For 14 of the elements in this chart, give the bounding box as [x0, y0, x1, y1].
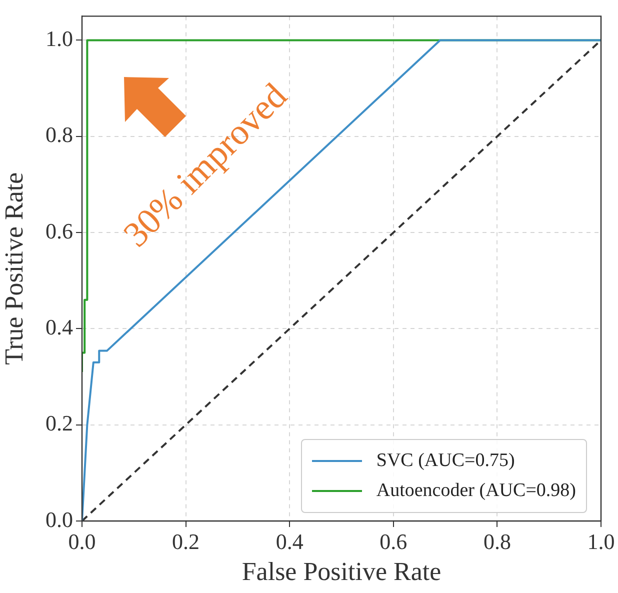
legend-label: Autoencoder (AUC=0.98): [376, 479, 576, 503]
y-tick-label: 0.8: [46, 122, 73, 148]
x-tick-label: 0.6: [380, 528, 408, 554]
y-axis-title: True Positive Rate: [0, 172, 28, 365]
x-tick-label: 1.0: [587, 528, 615, 554]
y-tick-label: 0.4: [46, 314, 73, 340]
x-tick-label: 0.4: [276, 528, 304, 554]
y-tick-label: 0.2: [46, 410, 73, 436]
legend-label: SVC (AUC=0.75): [376, 449, 515, 473]
y-tick-label: 1.0: [46, 26, 73, 52]
x-tick-label: 0.8: [483, 528, 511, 554]
x-axis-title: False Positive Rate: [242, 557, 442, 586]
x-tick-label: 0.2: [172, 528, 200, 554]
y-tick-label: 0.6: [46, 218, 73, 244]
